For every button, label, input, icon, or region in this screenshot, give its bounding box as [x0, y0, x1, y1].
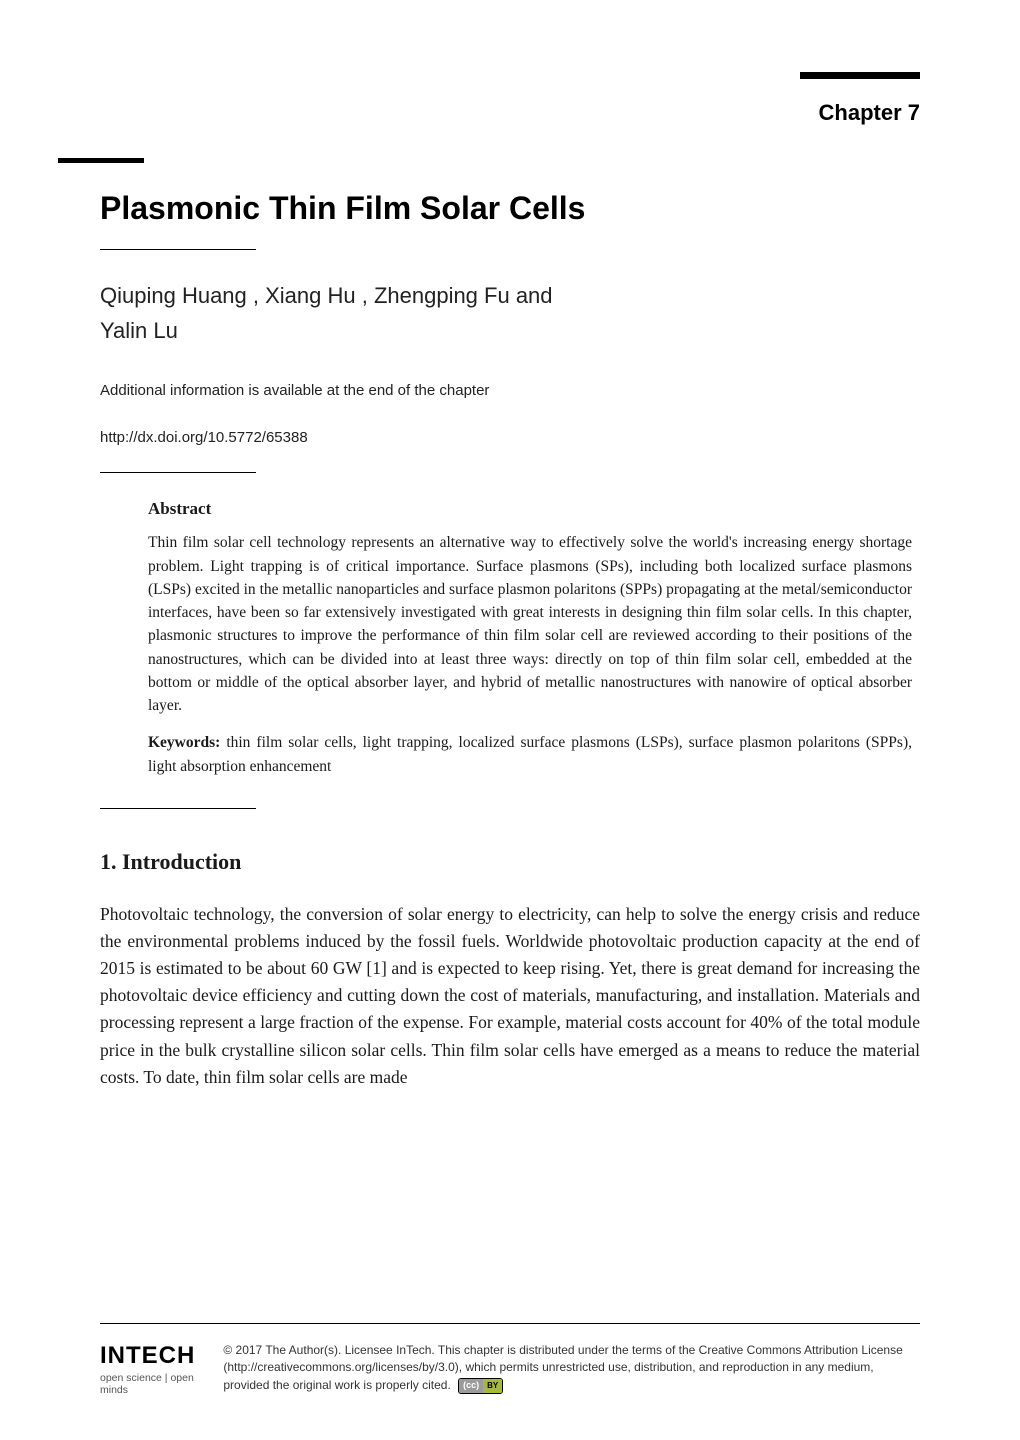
publisher-logo: INTECH open science | open minds — [100, 1342, 195, 1396]
footer: INTECH open science | open minds © 2017 … — [100, 1323, 920, 1396]
authors-block: Qiuping Huang , Xiang Hu , Zhengping Fu … — [100, 278, 920, 348]
logo-subtitle: open science | open minds — [100, 1372, 195, 1396]
body-paragraph: Photovoltaic technology, the conversion … — [100, 901, 920, 1091]
cc-badge-left: (cc) — [459, 1379, 483, 1393]
mini-rule — [58, 158, 144, 163]
doi-link[interactable]: http://dx.doi.org/10.5772/65388 — [100, 429, 920, 446]
keywords-text: thin film solar cells, light trapping, l… — [148, 734, 912, 774]
doi-underline — [100, 472, 256, 473]
additional-info: Additional information is available at t… — [100, 382, 920, 399]
copyright-text: © 2017 The Author(s). Licensee InTech. T… — [223, 1342, 920, 1394]
top-rule — [800, 72, 920, 79]
authors-line-2: Yalin Lu — [100, 313, 920, 348]
keywords-line: Keywords: thin film solar cells, light t… — [148, 731, 912, 778]
cc-by-badge-icon: (cc) BY — [458, 1378, 503, 1394]
title-underline — [100, 249, 256, 250]
page-title: Plasmonic Thin Film Solar Cells — [100, 190, 920, 227]
footer-rule — [100, 1323, 920, 1324]
chapter-label: Chapter 7 — [819, 100, 920, 126]
copyright-body: © 2017 The Author(s). Licensee InTech. T… — [223, 1343, 902, 1392]
logo-text: INTECH — [100, 1342, 195, 1370]
keywords-label: Keywords: — [148, 734, 220, 751]
abstract-text: Thin film solar cell technology represen… — [148, 531, 912, 717]
section-heading: 1. Introduction — [100, 849, 920, 875]
abstract-block: Abstract Thin film solar cell technology… — [148, 499, 912, 778]
authors-line-1: Qiuping Huang , Xiang Hu , Zhengping Fu … — [100, 278, 920, 313]
abstract-underline — [100, 808, 256, 809]
cc-badge-right: BY — [483, 1379, 502, 1393]
abstract-heading: Abstract — [148, 499, 912, 519]
